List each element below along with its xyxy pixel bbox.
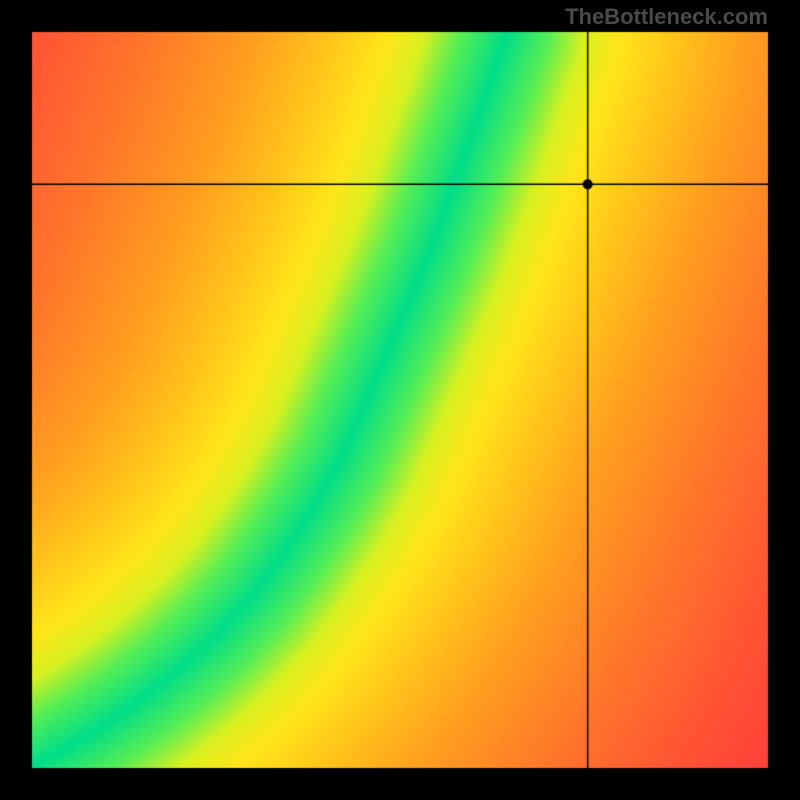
chart-container: TheBottleneck.com (0, 0, 800, 800)
heatmap-canvas (0, 0, 800, 800)
watermark-text: TheBottleneck.com (565, 4, 768, 30)
